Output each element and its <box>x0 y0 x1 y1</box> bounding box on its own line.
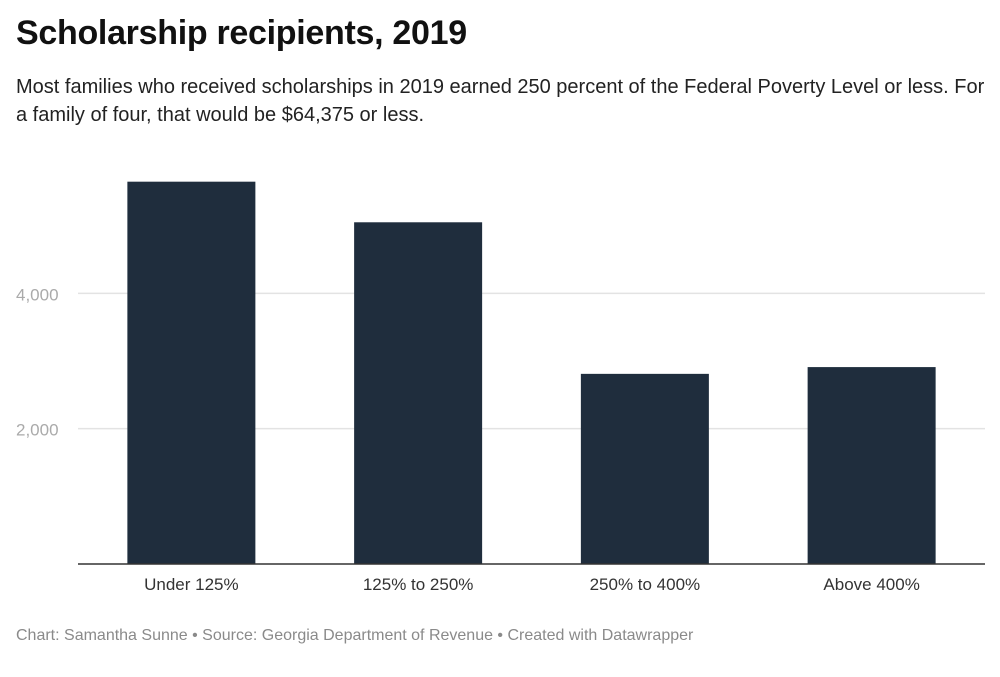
y-tick-label-2000: 2,000 <box>16 421 59 440</box>
bar-3 <box>580 373 709 564</box>
bar-2 <box>354 222 483 565</box>
chart-title: Scholarship recipients, 2019 <box>16 14 467 52</box>
x-category-label-2: 125% to 250% <box>363 575 474 594</box>
x-category-label-4: Above 400% <box>823 575 919 594</box>
bar-4 <box>807 367 936 564</box>
chart-subtitle: Most families who received scholarships … <box>16 76 985 126</box>
bar-chart: 2,000 4,000 Under 125% 125% to 250% 250% to … <box>16 181 985 594</box>
chart-footer: Chart: Samantha Sunne • Source: Georgia … <box>16 627 694 644</box>
x-category-label-1: Under 125% <box>144 575 239 594</box>
y-tick-label-4000: 4,000 <box>16 285 59 304</box>
bar-1 <box>127 181 256 564</box>
x-category-label-3: 250% to 400% <box>590 575 701 594</box>
